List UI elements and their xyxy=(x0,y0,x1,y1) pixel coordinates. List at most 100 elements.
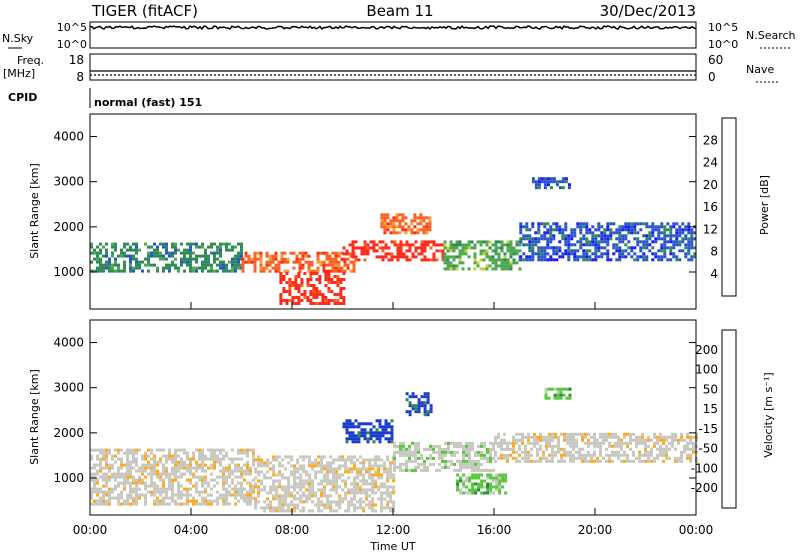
velocity-cell xyxy=(222,481,225,485)
power-cell xyxy=(515,249,519,253)
power-cell xyxy=(660,258,664,262)
power-cell xyxy=(342,287,346,290)
velocity-cell xyxy=(216,499,219,503)
velocity-cell xyxy=(266,470,270,474)
power-cell xyxy=(506,243,510,247)
velocity-cell xyxy=(308,485,312,489)
power-cell xyxy=(528,228,532,232)
power-cell xyxy=(494,261,498,265)
velocity-cell xyxy=(539,447,542,451)
velocity-cell xyxy=(608,444,611,448)
power-cell xyxy=(669,258,673,262)
velocity-cell xyxy=(323,473,327,477)
velocity-cell xyxy=(483,444,486,448)
velocity-cell xyxy=(162,466,165,470)
velocity-cell xyxy=(201,457,204,461)
power-cell xyxy=(458,252,462,256)
power-cell xyxy=(543,249,547,253)
velocity-cell xyxy=(344,485,348,489)
velocity-cell xyxy=(480,450,483,454)
velocity-cell xyxy=(575,450,578,454)
velocity-cell xyxy=(108,502,111,506)
power-cell xyxy=(333,302,337,305)
velocity-cell xyxy=(545,435,548,439)
power-cell xyxy=(672,255,676,259)
velocity-cell xyxy=(198,475,201,479)
velocity-cell xyxy=(314,503,318,507)
velocity-cell xyxy=(153,460,156,464)
velocity-cell xyxy=(323,491,327,495)
power-cell xyxy=(534,240,538,244)
power-cell xyxy=(645,258,649,262)
power-cell xyxy=(666,240,670,244)
velocity-cell xyxy=(201,475,204,479)
power-cell xyxy=(201,254,204,258)
velocity-cell xyxy=(287,461,291,465)
power-cell xyxy=(461,261,465,265)
power-cell xyxy=(675,237,679,241)
power-cell xyxy=(174,242,177,246)
velocity-cell xyxy=(356,470,360,474)
velocity-cell xyxy=(596,456,599,460)
velocity-cell xyxy=(368,464,372,468)
velocity-cell xyxy=(559,393,563,397)
velocity-cell xyxy=(237,457,240,461)
power-cell xyxy=(479,267,483,271)
velocity-cell xyxy=(386,500,390,504)
velocity-cell xyxy=(246,502,249,506)
power-cell xyxy=(618,252,622,256)
power-cell xyxy=(213,260,216,264)
power-cell xyxy=(488,240,492,244)
velocity-cell xyxy=(126,460,129,464)
velocity-cell xyxy=(150,457,153,461)
power-cell xyxy=(129,257,132,261)
velocity-cell xyxy=(524,444,527,448)
power-cell xyxy=(153,242,156,246)
power-cell xyxy=(684,246,688,250)
velocity-cell xyxy=(204,463,207,467)
power-cell xyxy=(494,249,498,253)
velocity-cell xyxy=(509,447,512,451)
power-cell xyxy=(684,255,688,259)
velocity-cell xyxy=(165,502,168,506)
velocity-cell xyxy=(554,453,557,457)
velocity-cell xyxy=(405,465,408,469)
velocity-cell xyxy=(105,454,108,458)
velocity-cell xyxy=(674,432,677,436)
velocity-cell xyxy=(536,453,539,457)
velocity-cell xyxy=(287,509,291,513)
power-cell xyxy=(491,261,495,265)
power-cell xyxy=(153,263,156,267)
velocity-cell xyxy=(614,444,617,448)
velocity-cell xyxy=(489,476,493,480)
power-cell xyxy=(396,246,400,250)
velocity-cell xyxy=(348,425,352,429)
power-cell xyxy=(564,249,568,253)
velocity-cell xyxy=(420,453,423,457)
nsearch-label: N.Search xyxy=(746,29,796,42)
velocity-cell xyxy=(210,478,213,482)
velocity-cell xyxy=(198,490,201,494)
velocity-cell xyxy=(192,484,195,488)
velocity-cell xyxy=(363,428,367,432)
power-cell xyxy=(274,266,278,270)
velocity-cell xyxy=(486,485,490,489)
power-cell xyxy=(537,225,541,229)
velocity-cell xyxy=(599,432,602,436)
velocity-cell xyxy=(392,491,396,495)
velocity-cell xyxy=(512,435,515,439)
velocity-cell xyxy=(383,467,387,471)
velocity-cell xyxy=(560,453,563,457)
power-cell xyxy=(642,222,646,226)
power-cell xyxy=(446,264,450,268)
power-cell xyxy=(315,278,319,281)
power-cell xyxy=(564,180,568,184)
power-cell xyxy=(398,219,402,223)
power-cell xyxy=(633,222,637,226)
velocity-cell xyxy=(477,485,481,489)
velocity-cell xyxy=(384,419,388,423)
power-cell xyxy=(334,251,338,255)
velocity-cell xyxy=(323,485,327,489)
power-cell xyxy=(518,267,522,271)
velocity-cell xyxy=(117,475,120,479)
